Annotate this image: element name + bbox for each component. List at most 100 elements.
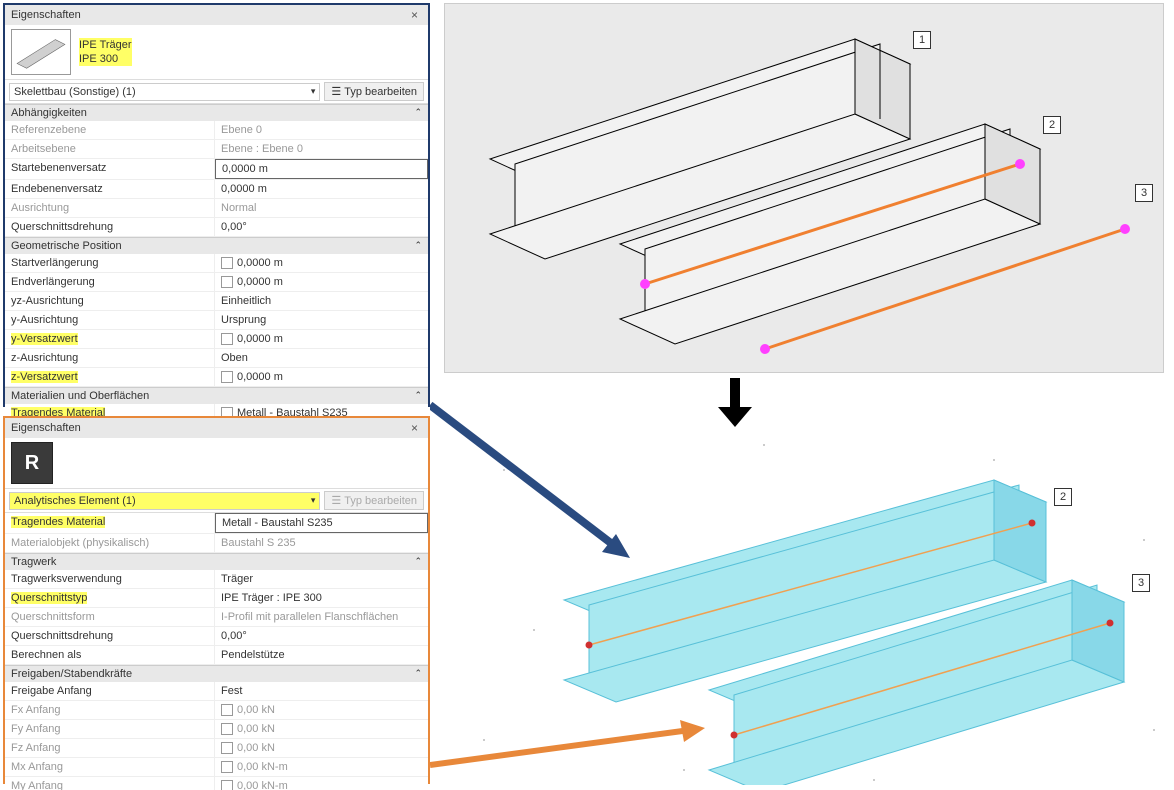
property-grid[interactable]: Abhängigkeiten⌃ReferenzebeneEbene 0Arbei… (5, 104, 428, 416)
checkbox[interactable] (221, 780, 233, 790)
checkbox[interactable] (221, 742, 233, 754)
instance-selector[interactable]: Analytisches Element (1) ▾ (9, 492, 320, 510)
close-icon[interactable]: × (407, 8, 422, 22)
property-value-cell[interactable]: Normal (215, 199, 428, 217)
property-row[interactable]: Querschnittsdrehung 0,00° (5, 218, 428, 237)
section-header[interactable]: Freigaben/Stabendkräfte⌃ (5, 665, 428, 682)
property-row[interactable]: yz-AusrichtungEinheitlich (5, 292, 428, 311)
property-key: Arbeitsebene (5, 140, 215, 158)
instance-selector[interactable]: Skelettbau (Sonstige) (1) ▾ (9, 83, 320, 101)
property-row[interactable]: Fy Anfang0,00 kN (5, 720, 428, 739)
property-value: 0,00 kN (237, 702, 275, 718)
property-row[interactable]: Berechnen alsPendelstütze (5, 646, 428, 665)
edit-type-button: ☰ Typ bearbeiten (324, 491, 424, 510)
property-value-cell[interactable]: 0,0000 m (215, 273, 428, 291)
property-row[interactable]: z-Versatzwert0,0000 m (5, 368, 428, 387)
property-row[interactable]: Fx Anfang0,00 kN (5, 701, 428, 720)
property-value: 0,0000 m (237, 331, 283, 347)
property-key: Querschnittstyp (5, 589, 215, 607)
property-row[interactable]: Querschnittsdrehung0,00° (5, 627, 428, 646)
property-row[interactable]: My Anfang0,00 kN-m (5, 777, 428, 790)
property-value-cell[interactable]: I-Profil mit parallelen Flanschflächen (215, 608, 428, 626)
property-key: Endebenenversatz (5, 180, 215, 198)
property-value-cell[interactable]: IPE Träger : IPE 300 (215, 589, 428, 607)
checkbox[interactable] (221, 407, 233, 416)
property-row[interactable]: Freigabe AnfangFest (5, 682, 428, 701)
property-row[interactable]: QuerschnittstypIPE Träger : IPE 300 (5, 589, 428, 608)
property-value-cell[interactable]: 0,0000 m (215, 254, 428, 272)
collapse-icon[interactable]: ⌃ (414, 668, 422, 680)
type-name-1: IPE Träger (79, 38, 132, 52)
property-row[interactable]: Endebenenversatz0,0000 m (5, 180, 428, 199)
checkbox[interactable] (221, 257, 233, 269)
collapse-icon[interactable]: ⌃ (414, 240, 422, 252)
property-value-cell[interactable]: Metall - Baustahl S235 (215, 404, 428, 416)
property-value-cell[interactable]: 0,00° (215, 218, 428, 236)
property-value-cell[interactable]: Einheitlich (215, 292, 428, 310)
property-value-cell[interactable]: 0,00 kN (215, 701, 428, 719)
property-row[interactable]: Materialobjekt (physikalisch)Baustahl S … (5, 534, 428, 553)
property-value-cell[interactable]: 0,0000 m (215, 180, 428, 198)
property-key: Berechnen als (5, 646, 215, 664)
property-value-cell[interactable]: 0,00° (215, 627, 428, 645)
close-icon[interactable]: × (407, 421, 422, 435)
property-row[interactable]: y-Versatzwert0,0000 m (5, 330, 428, 349)
viewport-3d-physical[interactable]: 1 2 3 (444, 3, 1164, 373)
property-value-cell[interactable]: 0,00 kN (215, 739, 428, 757)
edit-type-icon: ☰ (331, 494, 341, 507)
property-key: Mx Anfang (5, 758, 215, 776)
type-thumbnail-row: IPE Träger IPE 300 (5, 25, 428, 79)
property-value-cell[interactable]: Träger (215, 570, 428, 588)
beam-tag-3: 3 (1135, 184, 1153, 202)
property-row[interactable]: Tragendes MaterialMetall - Baustahl S235 (5, 513, 428, 534)
property-value-cell[interactable]: 0,00 kN-m (215, 777, 428, 790)
property-row[interactable]: AusrichtungNormal (5, 199, 428, 218)
property-row[interactable]: QuerschnittsformI-Profil mit parallelen … (5, 608, 428, 627)
viewport-3d-analytical[interactable]: 2 3 (444, 430, 1164, 785)
property-value-cell[interactable]: 0,0000 m (215, 368, 428, 386)
property-value: Metall - Baustahl S235 (222, 515, 333, 531)
property-value-cell[interactable]: Ursprung (215, 311, 428, 329)
property-value-cell[interactable]: Ebene 0 (215, 121, 428, 139)
checkbox[interactable] (221, 276, 233, 288)
property-key: Tragendes Material (5, 404, 215, 416)
property-row[interactable]: Endverlängerung0,0000 m (5, 273, 428, 292)
property-value-cell[interactable]: Metall - Baustahl S235 (215, 513, 428, 533)
checkbox[interactable] (221, 371, 233, 383)
property-value: 0,00° (221, 219, 247, 235)
property-row[interactable]: Mx Anfang0,00 kN-m (5, 758, 428, 777)
property-value-cell[interactable]: 0,00 kN (215, 720, 428, 738)
checkbox[interactable] (221, 761, 233, 773)
property-row[interactable]: Tragendes MaterialMetall - Baustahl S235 (5, 404, 428, 416)
property-value-cell[interactable]: 0,0000 m (215, 330, 428, 348)
section-header[interactable]: Materialien und Oberflächen⌃ (5, 387, 428, 404)
property-value-cell[interactable]: Pendelstütze (215, 646, 428, 664)
checkbox[interactable] (221, 704, 233, 716)
property-row[interactable]: Startebenenversatz0,0000 m (5, 159, 428, 180)
edit-type-button[interactable]: ☰ Typ bearbeiten (324, 82, 424, 101)
collapse-icon[interactable]: ⌃ (414, 390, 422, 402)
property-key: Querschnittsdrehung (5, 218, 215, 236)
property-row[interactable]: ReferenzebeneEbene 0 (5, 121, 428, 140)
collapse-icon[interactable]: ⌃ (414, 556, 422, 568)
property-value-cell[interactable]: Ebene : Ebene 0 (215, 140, 428, 158)
section-header[interactable]: Abhängigkeiten⌃ (5, 104, 428, 121)
property-row[interactable]: ArbeitsebeneEbene : Ebene 0 (5, 140, 428, 159)
property-value-cell[interactable]: 0,00 kN-m (215, 758, 428, 776)
property-row[interactable]: TragwerksverwendungTräger (5, 570, 428, 589)
section-header[interactable]: Geometrische Position⌃ (5, 237, 428, 254)
section-header[interactable]: Tragwerk⌃ (5, 553, 428, 570)
property-grid[interactable]: Tragendes MaterialMetall - Baustahl S235… (5, 513, 428, 790)
checkbox[interactable] (221, 723, 233, 735)
property-value-cell[interactable]: 0,0000 m (215, 159, 428, 179)
property-row[interactable]: y-AusrichtungUrsprung (5, 311, 428, 330)
property-row[interactable]: Fz Anfang0,00 kN (5, 739, 428, 758)
property-row[interactable]: Startverlängerung0,0000 m (5, 254, 428, 273)
collapse-icon[interactable]: ⌃ (414, 107, 422, 119)
checkbox[interactable] (221, 333, 233, 345)
property-value-cell[interactable]: Fest (215, 682, 428, 700)
property-row[interactable]: z-AusrichtungOben (5, 349, 428, 368)
property-value-cell[interactable]: Baustahl S 235 (215, 534, 428, 552)
property-value: 0,00° (221, 628, 247, 644)
property-value-cell[interactable]: Oben (215, 349, 428, 367)
